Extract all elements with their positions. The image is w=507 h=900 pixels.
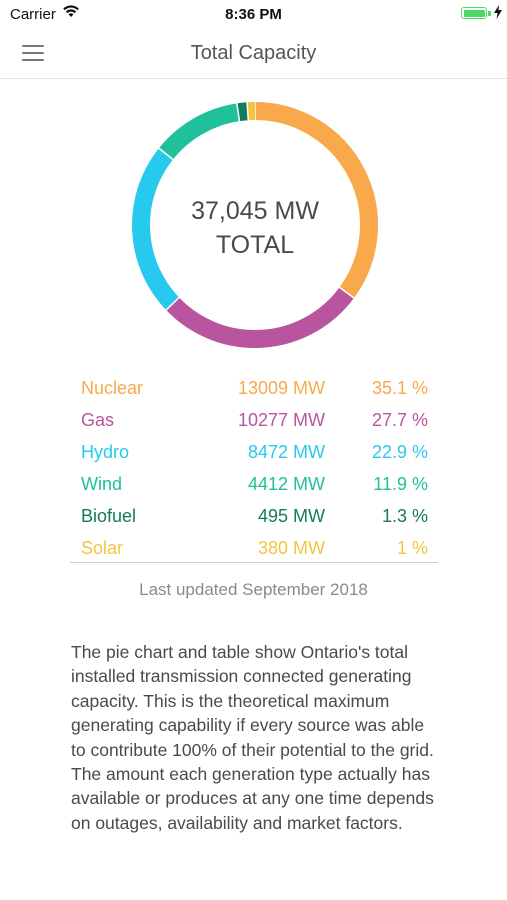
slice-separator: [164, 296, 181, 312]
slice-separator: [246, 101, 250, 122]
row-mw: 13009 MW: [237, 378, 325, 398]
row-mw: 4412 MW: [247, 474, 325, 494]
donut-slice-hydro: [132, 148, 180, 310]
donut-slice-gas: [166, 287, 354, 348]
carrier-label: Carrier: [10, 6, 56, 23]
last-updated-label: Last updated September 2018: [139, 580, 368, 599]
row-mw: 8472 MW: [247, 442, 325, 462]
battery-cap: [488, 11, 491, 16]
charging-bolt-icon: [494, 5, 502, 19]
table-row-wind: Wind 4412 MW 11.9 %: [70, 470, 438, 502]
slice-separator: [157, 147, 175, 161]
table-row-solar: Solar 380 MW 1 %: [70, 534, 438, 566]
slice-separator: [235, 102, 241, 123]
table-divider: [70, 562, 438, 563]
row-name: Hydro: [81, 442, 130, 462]
status-bar: Carrier 8:36 PM: [0, 0, 507, 28]
row-name: Biofuel: [81, 506, 137, 526]
table-row-nuclear: Nuclear 13009 MW 35.1 %: [70, 374, 438, 406]
row-percent: 27.7 %: [371, 410, 428, 430]
row-percent: 1.3 %: [381, 506, 428, 526]
row-name: Gas: [81, 410, 115, 430]
donut-slice-wind: [158, 103, 240, 160]
capacity-donut-chart: [132, 101, 378, 348]
row-mw: 10277 MW: [237, 410, 325, 430]
row-percent: 22.9 %: [371, 442, 428, 462]
battery-icon: [461, 7, 487, 19]
donut-slice-biofuel: [236, 102, 249, 122]
row-name: Nuclear: [81, 378, 144, 398]
row-percent: 35.1 %: [371, 378, 428, 398]
row-percent: 1 %: [396, 538, 428, 558]
row-percent: 11.9 %: [373, 474, 428, 494]
table-row-biofuel: Biofuel 495 MW 1.3 %: [70, 502, 438, 534]
row-mw: 380 MW: [257, 538, 325, 558]
page-title: Total Capacity: [190, 42, 317, 64]
capacity-table: Nuclear 13009 MW 35.1 % Gas 10277 MW 27.…: [70, 374, 438, 566]
clock: 8:36 PM: [225, 6, 282, 23]
row-mw: 495 MW: [257, 506, 325, 526]
wifi-icon: [63, 5, 79, 17]
slice-separator: [338, 286, 356, 300]
total-capacity-value: 37,045 MW: [191, 197, 319, 225]
navigation-bar: Total Capacity: [0, 28, 507, 79]
total-capacity-label: TOTAL: [215, 231, 295, 259]
row-name: Solar: [81, 538, 124, 558]
hamburger-menu-icon[interactable]: [22, 40, 48, 66]
row-name: Wind: [81, 474, 123, 494]
description-text: The pie chart and table show Ontario's t…: [71, 642, 434, 833]
donut-slice-nuclear: [254, 102, 378, 299]
table-row-hydro: Hydro 8472 MW 22.9 %: [70, 438, 438, 470]
table-row-gas: Gas 10277 MW 27.7 %: [70, 406, 438, 438]
